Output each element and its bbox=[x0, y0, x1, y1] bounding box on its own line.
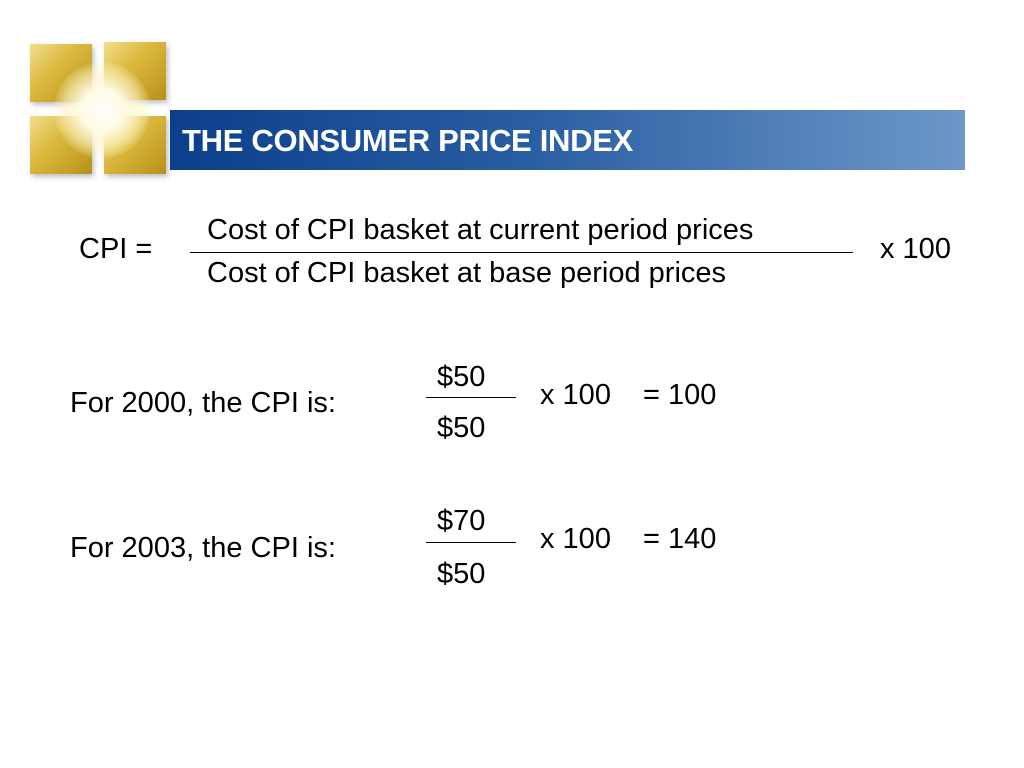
example-fraction-line bbox=[426, 542, 516, 543]
example-label: For 2000, the CPI is: bbox=[70, 387, 336, 419]
example-result: = 100 bbox=[643, 379, 717, 411]
slide-title: THE CONSUMER PRICE INDEX bbox=[182, 123, 633, 158]
formula-fraction-line bbox=[190, 252, 853, 253]
example-multiplier: x 100 bbox=[540, 523, 611, 555]
example-numerator: $50 bbox=[437, 361, 486, 393]
formula-numerator: Cost of CPI basket at current period pri… bbox=[207, 214, 754, 246]
example-multiplier: x 100 bbox=[540, 379, 611, 411]
example-numerator: $70 bbox=[437, 505, 486, 537]
example-result: = 140 bbox=[643, 523, 717, 555]
title-bar: THE CONSUMER PRICE INDEX bbox=[170, 110, 965, 170]
logo bbox=[24, 40, 174, 180]
example-denominator: $50 bbox=[437, 558, 486, 590]
example-fraction-line bbox=[426, 397, 516, 398]
example-label: For 2003, the CPI is: bbox=[70, 532, 336, 564]
formula-multiplier: x 100 bbox=[880, 233, 951, 265]
formula-lhs: CPI = bbox=[79, 233, 153, 265]
logo-glow bbox=[54, 62, 150, 158]
example-denominator: $50 bbox=[437, 412, 486, 444]
formula-denominator: Cost of CPI basket at base period prices bbox=[207, 257, 727, 289]
